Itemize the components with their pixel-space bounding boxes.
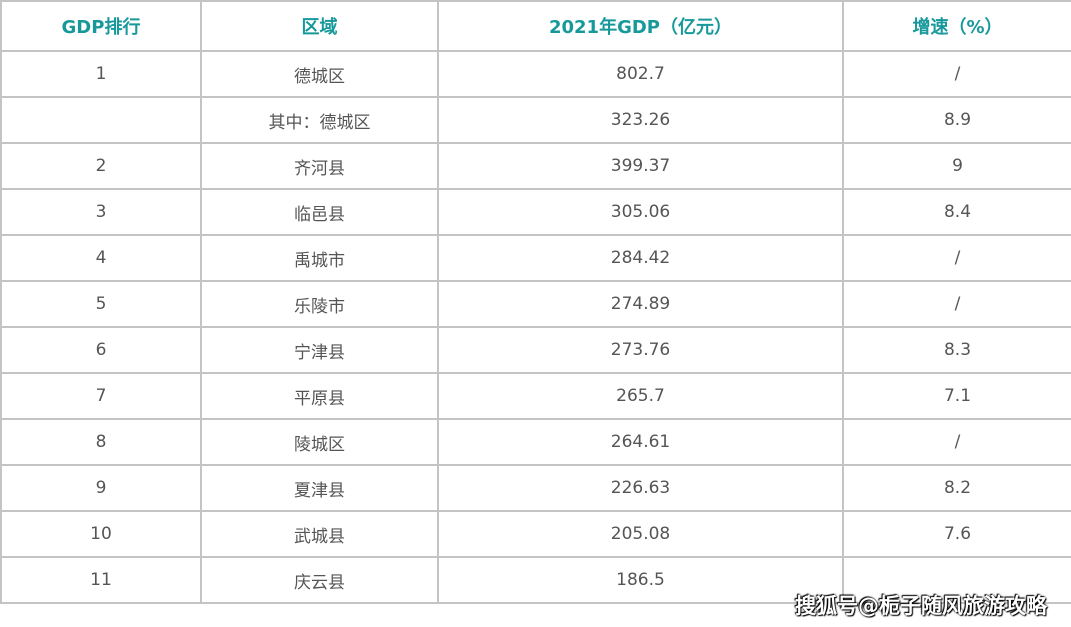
table-cell: 1 <box>0 50 202 98</box>
table-row: 7 平原县 265.7 7.1 <box>0 372 1071 420</box>
column-header: 区域 <box>200 0 439 52</box>
table-cell: / <box>842 418 1071 466</box>
table-cell: 399.37 <box>437 142 844 190</box>
table-cell: 6 <box>0 326 202 374</box>
table-cell: 10 <box>0 510 202 558</box>
table-cell: 8.3 <box>842 326 1071 374</box>
table-row: 11 庆云县 186.5 <box>0 556 1071 604</box>
table-cell: 7.1 <box>842 372 1071 420</box>
column-header: 增速（%） <box>842 0 1071 52</box>
table-cell: 8.9 <box>842 96 1071 144</box>
table-row: 8 陵城区 264.61/ <box>0 418 1071 466</box>
table-cell: 4 <box>0 234 202 282</box>
table-cell: 9 <box>842 142 1071 190</box>
table-row: 3 临邑县 305.06 8.4 <box>0 188 1071 236</box>
table-cell: 323.26 <box>437 96 844 144</box>
table-cell: 陵城区 <box>200 418 439 466</box>
table-cell: 3 <box>0 188 202 236</box>
table-cell: / <box>842 234 1071 282</box>
table-cell: 9 <box>0 464 202 512</box>
table-cell: 7 <box>0 372 202 420</box>
table-cell: 273.76 <box>437 326 844 374</box>
watermark: 搜狐号@栀子随风旅游攻略 <box>795 594 1047 618</box>
table-cell: 11 <box>0 556 202 604</box>
table-cell: 平原县 <box>200 372 439 420</box>
table-cell: 7.6 <box>842 510 1071 558</box>
table-row: 6 宁津县 273.76 8.3 <box>0 326 1071 374</box>
table-cell: 802.7 <box>437 50 844 98</box>
table-cell <box>842 556 1071 604</box>
table-cell: 乐陵市 <box>200 280 439 328</box>
table-cell: / <box>842 280 1071 328</box>
table-row: 1 德城区 802.7/ <box>0 50 1071 98</box>
table-cell: 264.61 <box>437 418 844 466</box>
table-cell: 德城区 <box>200 50 439 98</box>
table-cell: 武城县 <box>200 510 439 558</box>
gdp-table: GDP排行 区域 2021年GDP（亿元） 增速（%） 1 德城区 802.7/其中：德城… <box>0 0 1071 604</box>
table-cell: 226.63 <box>437 464 844 512</box>
table-cell: 2 <box>0 142 202 190</box>
table-cell: 284.42 <box>437 234 844 282</box>
table-row: 其中：德城区 323.26 8.9 <box>0 96 1071 144</box>
table-row: 9 夏津县 226.63 8.2 <box>0 464 1071 512</box>
table-cell: 临邑县 <box>200 188 439 236</box>
table-cell: 265.7 <box>437 372 844 420</box>
table-cell: 186.5 <box>437 556 844 604</box>
header-row: GDP排行 区域 2021年GDP（亿元） 增速（%） <box>0 0 1071 52</box>
table-cell <box>0 96 202 144</box>
table-cell: 8 <box>0 418 202 466</box>
table-cell: 齐河县 <box>200 142 439 190</box>
table-row: 5 乐陵市 274.89/ <box>0 280 1071 328</box>
table-cell: 8.4 <box>842 188 1071 236</box>
column-header: GDP排行 <box>0 0 202 52</box>
table-row: 2 齐河县 399.37 9 <box>0 142 1071 190</box>
table-cell: 5 <box>0 280 202 328</box>
table-row: 10 武城县 205.08 7.6 <box>0 510 1071 558</box>
table-cell: 夏津县 <box>200 464 439 512</box>
table-cell: 274.89 <box>437 280 844 328</box>
table-cell: 其中：德城区 <box>200 96 439 144</box>
table-cell: / <box>842 50 1071 98</box>
column-header: 2021年GDP（亿元） <box>437 0 844 52</box>
table-cell: 庆云县 <box>200 556 439 604</box>
table-row: 4 禹城市 284.42/ <box>0 234 1071 282</box>
table-cell: 205.08 <box>437 510 844 558</box>
table-cell: 305.06 <box>437 188 844 236</box>
table-cell: 8.2 <box>842 464 1071 512</box>
table-cell: 宁津县 <box>200 326 439 374</box>
table-cell: 禹城市 <box>200 234 439 282</box>
